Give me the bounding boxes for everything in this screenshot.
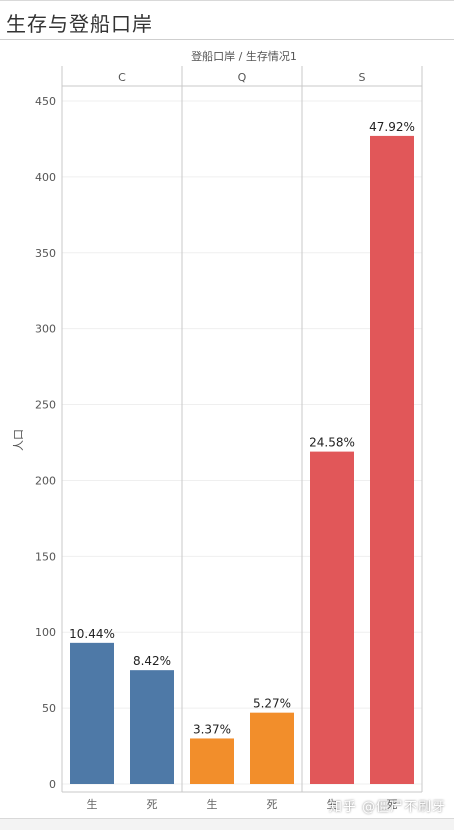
bar-data-label: 47.92% bbox=[369, 120, 415, 134]
bar bbox=[130, 670, 174, 784]
bar-data-label: 5.27% bbox=[253, 697, 291, 711]
x-tick-label: 死 bbox=[147, 798, 158, 811]
bar-data-label: 10.44% bbox=[69, 627, 115, 641]
y-tick-label: 150 bbox=[35, 550, 56, 563]
y-tick-label: 250 bbox=[35, 399, 56, 412]
page-title: 生存与登船口岸 bbox=[6, 12, 153, 36]
bar bbox=[70, 642, 114, 784]
watermark: 知乎 @僵尸不刷牙 bbox=[328, 800, 446, 815]
bar bbox=[370, 135, 414, 785]
x-tick-label: 生 bbox=[207, 797, 218, 811]
group-header-label: Q bbox=[238, 71, 247, 84]
y-tick-label: 0 bbox=[49, 778, 56, 791]
group-header-label: C bbox=[118, 71, 126, 84]
bar bbox=[310, 451, 354, 784]
x-tick-label: 死 bbox=[387, 798, 398, 811]
chart-header: 登船口岸 / 生存情况1 bbox=[191, 49, 297, 63]
y-tick-label: 50 bbox=[42, 702, 56, 715]
bar-data-label: 3.37% bbox=[193, 722, 231, 736]
y-tick-label: 300 bbox=[35, 323, 56, 336]
y-tick-label: 200 bbox=[35, 474, 56, 487]
bar-data-label: 8.42% bbox=[133, 654, 171, 668]
bar bbox=[190, 738, 234, 784]
x-tick-label: 生 bbox=[87, 797, 98, 811]
title-bar: 生存与登船口岸 bbox=[0, 0, 454, 40]
bottom-scroll-band bbox=[0, 818, 454, 830]
bar-data-label: 24.58% bbox=[309, 436, 355, 450]
y-tick-label: 450 bbox=[35, 95, 56, 108]
top-divider bbox=[0, 0, 454, 1]
group-header-label: S bbox=[359, 71, 366, 84]
y-tick-label: 400 bbox=[35, 171, 56, 184]
bar bbox=[250, 712, 294, 784]
x-tick-label: 死 bbox=[267, 798, 278, 811]
y-tick-label: 350 bbox=[35, 247, 56, 260]
y-axis-label: 人口 bbox=[12, 429, 25, 451]
y-tick-label: 100 bbox=[35, 626, 56, 639]
x-tick-label: 生 bbox=[327, 797, 338, 811]
